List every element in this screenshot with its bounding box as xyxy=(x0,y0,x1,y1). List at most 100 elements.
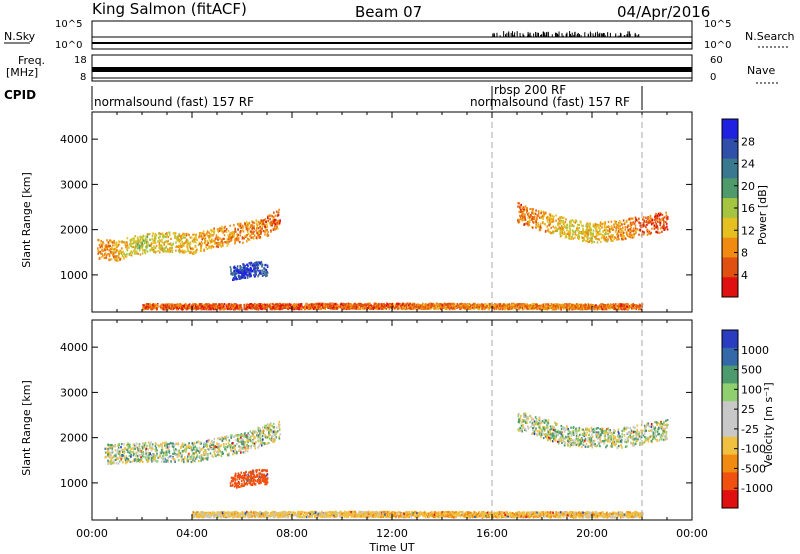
data-point xyxy=(195,250,198,253)
data-point xyxy=(623,304,625,307)
data-point xyxy=(452,304,455,307)
data-point xyxy=(358,303,360,306)
data-point xyxy=(162,233,165,236)
data-point xyxy=(527,223,530,226)
data-point xyxy=(609,307,611,310)
data-point xyxy=(572,304,575,307)
data-point xyxy=(656,215,659,218)
data-point xyxy=(531,218,533,221)
data-point xyxy=(568,304,571,307)
data-point xyxy=(654,215,656,218)
data-point xyxy=(618,307,621,310)
data-point xyxy=(617,224,619,227)
data-point xyxy=(579,220,582,223)
data-point xyxy=(295,306,298,309)
data-point xyxy=(554,303,556,306)
data-point xyxy=(146,235,149,239)
data-point xyxy=(154,236,157,239)
data-point xyxy=(167,305,170,308)
data-point xyxy=(178,240,181,243)
data-point xyxy=(196,248,198,251)
data-point xyxy=(598,226,600,230)
data-point xyxy=(542,217,544,220)
data-point xyxy=(220,240,223,243)
data-point xyxy=(247,224,250,227)
data-point xyxy=(244,271,247,274)
data-point xyxy=(208,246,210,249)
freq-label-2: [MHz] xyxy=(6,66,38,79)
data-point xyxy=(602,230,604,233)
data-point xyxy=(325,305,327,309)
data-point xyxy=(647,218,650,221)
data-point xyxy=(451,302,453,305)
data-point xyxy=(259,235,262,238)
data-point xyxy=(236,235,239,238)
data-point xyxy=(243,305,246,308)
data-point xyxy=(100,252,102,255)
yaxis-tick-label: 1000 xyxy=(60,269,88,282)
cpid-segment-1: normalsound (fast) 157 RF xyxy=(94,95,254,109)
data-point xyxy=(555,214,557,217)
data-point xyxy=(522,206,525,209)
data-point xyxy=(259,262,261,265)
data-point xyxy=(661,213,664,216)
data-point xyxy=(577,227,579,230)
data-point xyxy=(218,229,221,232)
data-point xyxy=(368,307,371,310)
data-point xyxy=(251,227,253,230)
data-point xyxy=(445,303,447,306)
data-point xyxy=(236,304,239,307)
data-point xyxy=(329,307,332,310)
data-point xyxy=(188,246,191,249)
data-point xyxy=(170,248,172,251)
data-point xyxy=(245,224,248,227)
data-point xyxy=(632,236,635,239)
data-point xyxy=(257,261,259,264)
data-point xyxy=(249,263,252,266)
data-point xyxy=(129,244,132,247)
data-point xyxy=(101,248,103,252)
data-point xyxy=(119,240,121,243)
data-point xyxy=(414,307,416,310)
data-point xyxy=(475,304,478,307)
data-point xyxy=(604,308,607,311)
data-point xyxy=(455,304,458,307)
data-point xyxy=(233,308,235,311)
data-point xyxy=(267,216,269,220)
data-point xyxy=(237,305,240,308)
data-point xyxy=(546,218,548,221)
data-point xyxy=(115,258,117,261)
data-point xyxy=(591,237,593,240)
data-point xyxy=(568,224,571,227)
data-point xyxy=(641,230,644,233)
data-point xyxy=(642,224,645,227)
data-point xyxy=(272,306,275,309)
data-point xyxy=(551,217,553,220)
data-point xyxy=(653,224,656,227)
data-point xyxy=(419,304,422,307)
nsky-trace xyxy=(92,31,692,44)
data-point xyxy=(523,223,526,226)
data-point xyxy=(200,244,203,247)
data-point xyxy=(234,306,236,309)
data-point xyxy=(182,232,184,235)
data-point xyxy=(185,305,187,309)
data-point xyxy=(200,246,203,249)
data-point xyxy=(223,241,226,244)
data-point xyxy=(532,208,534,211)
data-point xyxy=(383,303,385,306)
data-point xyxy=(530,306,532,309)
data-point xyxy=(223,305,225,308)
data-point xyxy=(97,238,99,241)
data-point xyxy=(166,231,168,235)
data-point xyxy=(192,247,195,251)
data-point xyxy=(241,237,244,240)
data-point xyxy=(178,249,180,252)
data-point xyxy=(613,307,615,310)
data-point xyxy=(567,230,570,233)
data-point xyxy=(129,239,132,242)
data-point xyxy=(573,307,576,311)
data-point xyxy=(182,243,184,246)
data-point xyxy=(544,305,547,308)
data-point xyxy=(212,246,215,249)
